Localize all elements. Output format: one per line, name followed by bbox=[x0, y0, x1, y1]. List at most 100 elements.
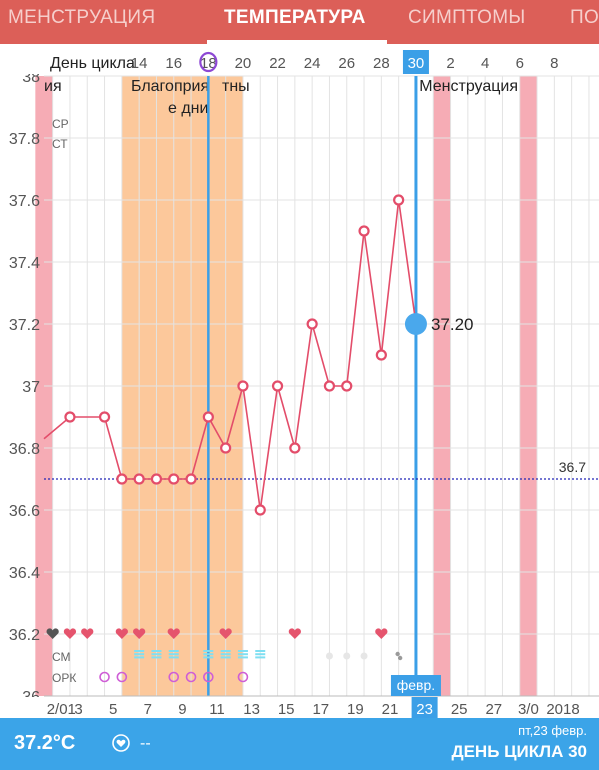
sex-marker-icon bbox=[167, 628, 180, 639]
cycle-day-header bbox=[0, 44, 599, 74]
bottom-summary-bar: 37.2°C -- пт,23 февр. ДЕНЬ ЦИКЛА 30 bbox=[0, 718, 599, 770]
y-tick-label: 36.2 bbox=[9, 627, 40, 644]
coverline-label: 36.7 bbox=[559, 459, 586, 475]
y-tick-label: 37.4 bbox=[9, 255, 40, 272]
ovulation-day-marker bbox=[199, 51, 218, 73]
heart-icon[interactable] bbox=[112, 734, 130, 752]
tab-menstruation[interactable]: МЕНСТРУАЦИЯ bbox=[8, 7, 156, 28]
sex-marker-icon bbox=[219, 628, 232, 639]
fertile-window-label: тны bbox=[222, 78, 250, 95]
date-label: 2/01 bbox=[47, 701, 76, 718]
ovulation-test-marker-icon bbox=[237, 671, 249, 683]
mucus-marker-icon bbox=[255, 650, 266, 659]
date-label: 15 bbox=[278, 701, 295, 718]
cervical-mucus-label: СМ bbox=[52, 650, 71, 664]
date-label: 2018 bbox=[546, 701, 579, 718]
y-tick-label: 36.4 bbox=[9, 565, 40, 582]
date-label: 3 bbox=[74, 701, 82, 718]
active-tab-indicator bbox=[207, 40, 387, 44]
mucus-dry-marker-icon bbox=[325, 652, 333, 660]
temperature-point bbox=[289, 442, 301, 454]
ovulation-test-marker-icon bbox=[185, 671, 197, 683]
ovulation-test-marker-icon bbox=[168, 671, 180, 683]
selected-cycle-day-badge bbox=[402, 50, 429, 74]
cycle-day-summary: ДЕНЬ ЦИКЛА 30 bbox=[451, 742, 587, 761]
temperature-point bbox=[116, 473, 128, 485]
selected-temperature: 37.2°C bbox=[14, 732, 76, 754]
mucus-marker-icon bbox=[203, 650, 214, 659]
sex-marker-icon bbox=[288, 628, 301, 639]
temperature-point bbox=[254, 504, 266, 516]
cycle-day-label: 14 bbox=[131, 55, 148, 72]
y-tick-label: 36.6 bbox=[9, 503, 40, 520]
temperature-point bbox=[202, 411, 214, 423]
cycle-day-label: 4 bbox=[481, 55, 489, 72]
mucus-marker-icon bbox=[134, 650, 145, 659]
sex-marker-icon bbox=[133, 628, 146, 639]
date-label: 7 bbox=[144, 701, 152, 718]
cycle-day-label: 16 bbox=[165, 55, 182, 72]
ovulation-test-marker-icon bbox=[116, 671, 128, 683]
temperature-point bbox=[220, 442, 232, 454]
cervix-position-label: СР bbox=[52, 117, 69, 131]
temperature-point bbox=[375, 349, 387, 361]
tab-more[interactable]: ПО bbox=[570, 7, 599, 28]
date-label: 11 bbox=[209, 701, 225, 718]
mucus-dry-marker-icon bbox=[360, 652, 368, 660]
temperature-point bbox=[393, 194, 405, 206]
cycle-day-label: 22 bbox=[269, 55, 286, 72]
tab-symptoms[interactable]: СИМПТОМЫ bbox=[408, 7, 526, 28]
tab-temperature[interactable]: ТЕМПЕРАТУРА bbox=[224, 7, 366, 28]
temperature-point bbox=[237, 380, 249, 392]
y-tick-label: 37.8 bbox=[9, 131, 40, 148]
date-label: 17 bbox=[312, 701, 329, 718]
cycle-day-label: 28 bbox=[373, 55, 390, 72]
y-tick-label: 37.6 bbox=[9, 193, 40, 210]
cycle-day-label: 20 bbox=[235, 55, 252, 72]
cycle-day-header-label: День цикла bbox=[50, 55, 135, 72]
sex-marker-icon bbox=[63, 628, 77, 639]
date-label: 27 bbox=[485, 701, 502, 718]
date-label: 13 bbox=[243, 701, 260, 718]
temperature-point bbox=[98, 411, 111, 423]
date-label: 21 bbox=[382, 701, 399, 718]
date-label: 9 bbox=[178, 701, 186, 718]
temperature-point bbox=[271, 380, 284, 392]
cycle-day-label: 30 bbox=[408, 55, 425, 72]
mucus-dry-marker-icon bbox=[343, 652, 351, 660]
selected-date-badge bbox=[411, 697, 438, 718]
tab-bar: МЕНСТРУАЦИЯ ТЕМПЕРАТУРА СИМПТОМЫ ПО bbox=[0, 0, 599, 44]
selected-temperature-point bbox=[404, 313, 427, 335]
mucus-marker-icon bbox=[220, 650, 231, 659]
temperature-point bbox=[358, 225, 370, 237]
date-label: 3/0 bbox=[518, 701, 539, 718]
cycle-day-label: 18 bbox=[200, 55, 217, 72]
date-label: 25 bbox=[451, 701, 468, 718]
date-label: 23 bbox=[416, 701, 433, 718]
temperature-point bbox=[341, 380, 353, 392]
sex-marker-icon bbox=[375, 628, 388, 639]
cycle-day-label: 8 bbox=[550, 55, 558, 72]
month-badge bbox=[390, 675, 441, 696]
cycle-day-label: 6 bbox=[516, 55, 524, 72]
menstruation-label: Менструация bbox=[419, 78, 518, 95]
ovulation-test-marker-icon bbox=[99, 671, 110, 683]
temperature-point bbox=[133, 473, 145, 485]
fertile-window-label: Благоприя bbox=[131, 78, 209, 95]
sex-marker-icon bbox=[115, 628, 128, 639]
selected-point-label: 37.20 bbox=[431, 315, 474, 334]
cycle-day-label: 2 bbox=[446, 55, 454, 72]
date-label: 5 bbox=[109, 701, 117, 718]
ovulation-test-label: ОРК bbox=[52, 671, 76, 685]
temperature-point bbox=[150, 473, 163, 485]
mucus-sticky-marker-icon bbox=[397, 655, 403, 661]
y-tick-label: 37.2 bbox=[9, 317, 40, 334]
mucus-marker-icon bbox=[168, 650, 179, 659]
sex-value: -- bbox=[140, 735, 151, 752]
temperature-chart[interactable]: 3837.837.637.437.23736.836.636.436.236Де… bbox=[0, 44, 599, 718]
sex-marker-icon bbox=[46, 628, 59, 639]
mucus-marker-icon bbox=[237, 650, 248, 659]
date-label: 19 bbox=[347, 701, 364, 718]
ovulation-test-marker-icon bbox=[203, 671, 214, 683]
temperature-point bbox=[168, 473, 180, 485]
